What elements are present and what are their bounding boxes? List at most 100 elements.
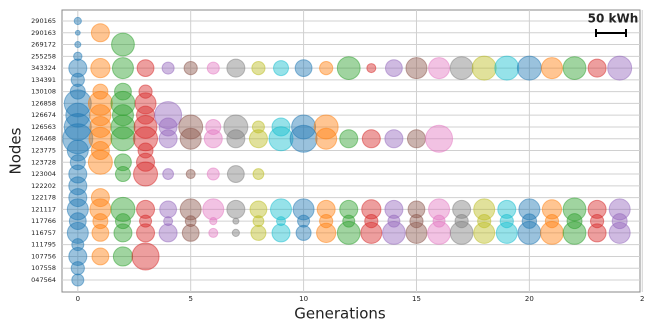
- bubble: [294, 59, 313, 77]
- bubble: [316, 199, 336, 219]
- bubble: [366, 63, 377, 74]
- bubble: [110, 196, 136, 222]
- y-tick-label: 123004: [31, 170, 56, 178]
- y-tick-label: 134391: [31, 76, 56, 84]
- bubble: [319, 60, 334, 76]
- bubble: [89, 104, 112, 127]
- bubble: [138, 84, 153, 99]
- bubble: [68, 58, 88, 78]
- bubble: [114, 166, 131, 183]
- x-tick-label: 0: [76, 295, 80, 303]
- bubble: [541, 199, 563, 220]
- bubble: [562, 56, 587, 80]
- bubble: [607, 55, 633, 81]
- bubble: [292, 198, 315, 221]
- bubble: [477, 214, 492, 229]
- bubble: [495, 221, 518, 244]
- y-tick-label: 126674: [31, 111, 56, 119]
- x-tick-label: 2: [640, 295, 644, 303]
- y-tick-label: 126858: [31, 99, 56, 107]
- bubble: [181, 224, 200, 242]
- bubble: [336, 221, 361, 245]
- y-tick-label: 121117: [31, 205, 56, 213]
- bubble: [587, 58, 607, 78]
- bubble: [70, 72, 85, 87]
- bubble: [364, 214, 379, 229]
- bubble: [90, 23, 110, 43]
- bubble: [91, 247, 110, 266]
- bubble: [271, 223, 291, 243]
- y-tick-label: 107558: [31, 264, 56, 272]
- bubble: [73, 16, 82, 26]
- bubble: [540, 221, 564, 245]
- bubble: [133, 126, 159, 152]
- bubble: [248, 129, 268, 149]
- bubble: [74, 29, 81, 36]
- bubble: [110, 126, 136, 152]
- bubble: [231, 228, 240, 238]
- bubble: [268, 126, 294, 152]
- bubble: [608, 198, 631, 221]
- bubble: [405, 221, 428, 244]
- y-tick-label: 343324: [31, 64, 56, 72]
- bubble: [406, 129, 426, 149]
- bubble: [249, 200, 268, 219]
- bubble: [161, 61, 175, 75]
- bubble: [223, 114, 249, 140]
- bubble: [336, 56, 361, 80]
- bubble: [517, 221, 542, 245]
- bubble: [516, 55, 542, 81]
- bubble: [405, 57, 428, 80]
- bubble: [158, 129, 178, 149]
- bubble: [68, 212, 87, 231]
- bubble: [111, 32, 135, 57]
- bubble: [361, 199, 382, 220]
- bubble: [226, 165, 245, 183]
- bubble: [111, 57, 134, 80]
- bubble: [206, 167, 220, 181]
- bubble: [316, 222, 337, 244]
- x-tick-label: 5: [188, 295, 192, 303]
- bubble: [319, 214, 334, 229]
- bubble: [252, 215, 265, 228]
- bubble: [251, 60, 266, 76]
- bubble: [90, 188, 110, 208]
- bubble: [497, 199, 517, 219]
- bubble: [71, 273, 85, 287]
- y-axis-label: Nodes: [7, 127, 25, 174]
- bubble: [178, 114, 204, 140]
- bubble: [473, 198, 496, 221]
- y-tick-label: 123728: [31, 158, 56, 166]
- bubble: [540, 57, 563, 80]
- bubble: [291, 114, 317, 140]
- y-tick-label: 117766: [31, 217, 56, 225]
- x-axis-label: Generations: [294, 305, 386, 323]
- bubble: [427, 221, 451, 245]
- bubble: [407, 200, 426, 219]
- bubble: [179, 127, 202, 150]
- bubble: [136, 59, 155, 77]
- bubble: [73, 51, 83, 62]
- y-tick-label: 126563: [31, 123, 56, 131]
- bubble: [295, 224, 312, 241]
- bubble: [425, 124, 454, 153]
- bubble: [428, 57, 451, 80]
- bubble: [68, 246, 88, 266]
- bubble: [449, 56, 474, 80]
- bubble: [562, 197, 587, 222]
- bubble: [203, 129, 223, 149]
- bubble: [136, 223, 156, 243]
- bubble: [360, 221, 383, 244]
- bubble: [87, 90, 113, 116]
- bubble: [133, 161, 159, 187]
- bubble: [273, 60, 290, 77]
- bubble: [611, 213, 628, 230]
- bubble: [250, 224, 267, 241]
- bubble: [134, 92, 157, 115]
- bubble: [562, 221, 587, 245]
- bubble: [66, 139, 89, 162]
- bubble: [66, 221, 89, 244]
- bubble: [473, 221, 496, 244]
- bubble: [206, 61, 220, 75]
